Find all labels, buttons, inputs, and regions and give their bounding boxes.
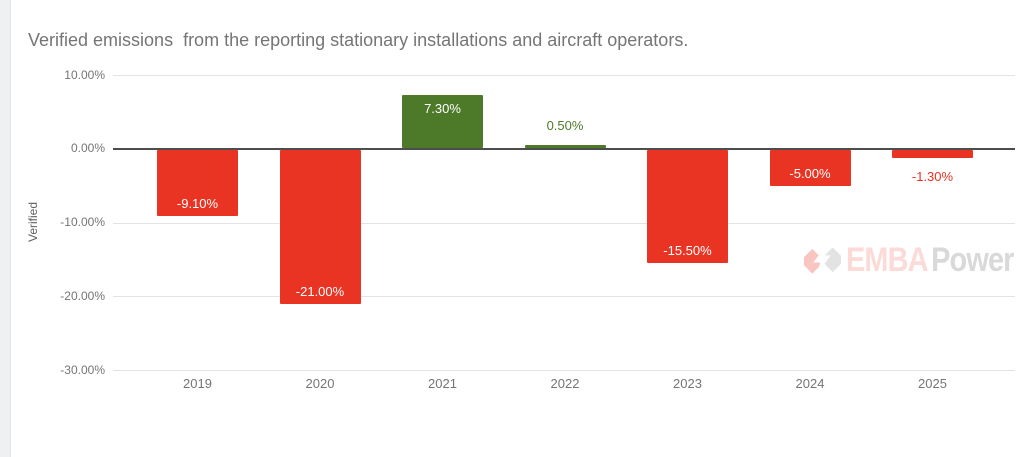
bar-2025[interactable] [892,149,973,159]
brand-logo-icon [804,246,841,275]
watermark-brand-red: EMBA [846,241,929,279]
gridline [113,296,1015,298]
x-label-2020: 2020 [305,376,335,391]
y-tick-label: -30.00% [60,362,105,377]
watermark: EMBAPower [804,241,1030,280]
x-label-2021: 2021 [428,376,457,391]
gridline [113,75,1015,76]
x-label-2023: 2023 [673,376,702,391]
bar-2023[interactable] [647,149,728,264]
bar-label-2023: -15.50% [663,243,712,259]
bar-2021[interactable] [402,94,483,148]
zero-axis-line [113,147,1015,150]
y-tick-label: -10.00% [60,215,105,229]
bar-label-2021: 7.30% [424,100,461,116]
bar-label-2022: 0.50% [546,118,584,134]
bar-label-2025: -1.30% [911,169,954,185]
x-label-2019: 2019 [183,376,212,391]
x-label-2024: 2024 [795,376,825,391]
bar-2019[interactable] [157,149,238,216]
y-tick-label: 10.00% [64,67,105,82]
y-tick-label: -20.00% [60,288,105,303]
bar-label-2024: -5.00% [789,165,831,181]
gridline [113,370,1015,371]
bar-label-2019: -9.10% [176,195,219,211]
x-label-2025: 2025 [918,376,947,391]
chart-title: Verified emissions from the reporting st… [28,30,689,50]
x-label-2022: 2022 [550,376,580,391]
y-tick-label: 0.00% [70,141,105,156]
bar-2020[interactable] [279,149,361,304]
bar-2022[interactable] [524,145,606,149]
page-edge-strip [0,0,11,457]
gridline [113,222,1015,224]
watermark-brand-gray: Power [931,241,1014,279]
bar-label-2020: -21.00% [295,283,345,299]
bar-2024[interactable] [769,149,851,186]
